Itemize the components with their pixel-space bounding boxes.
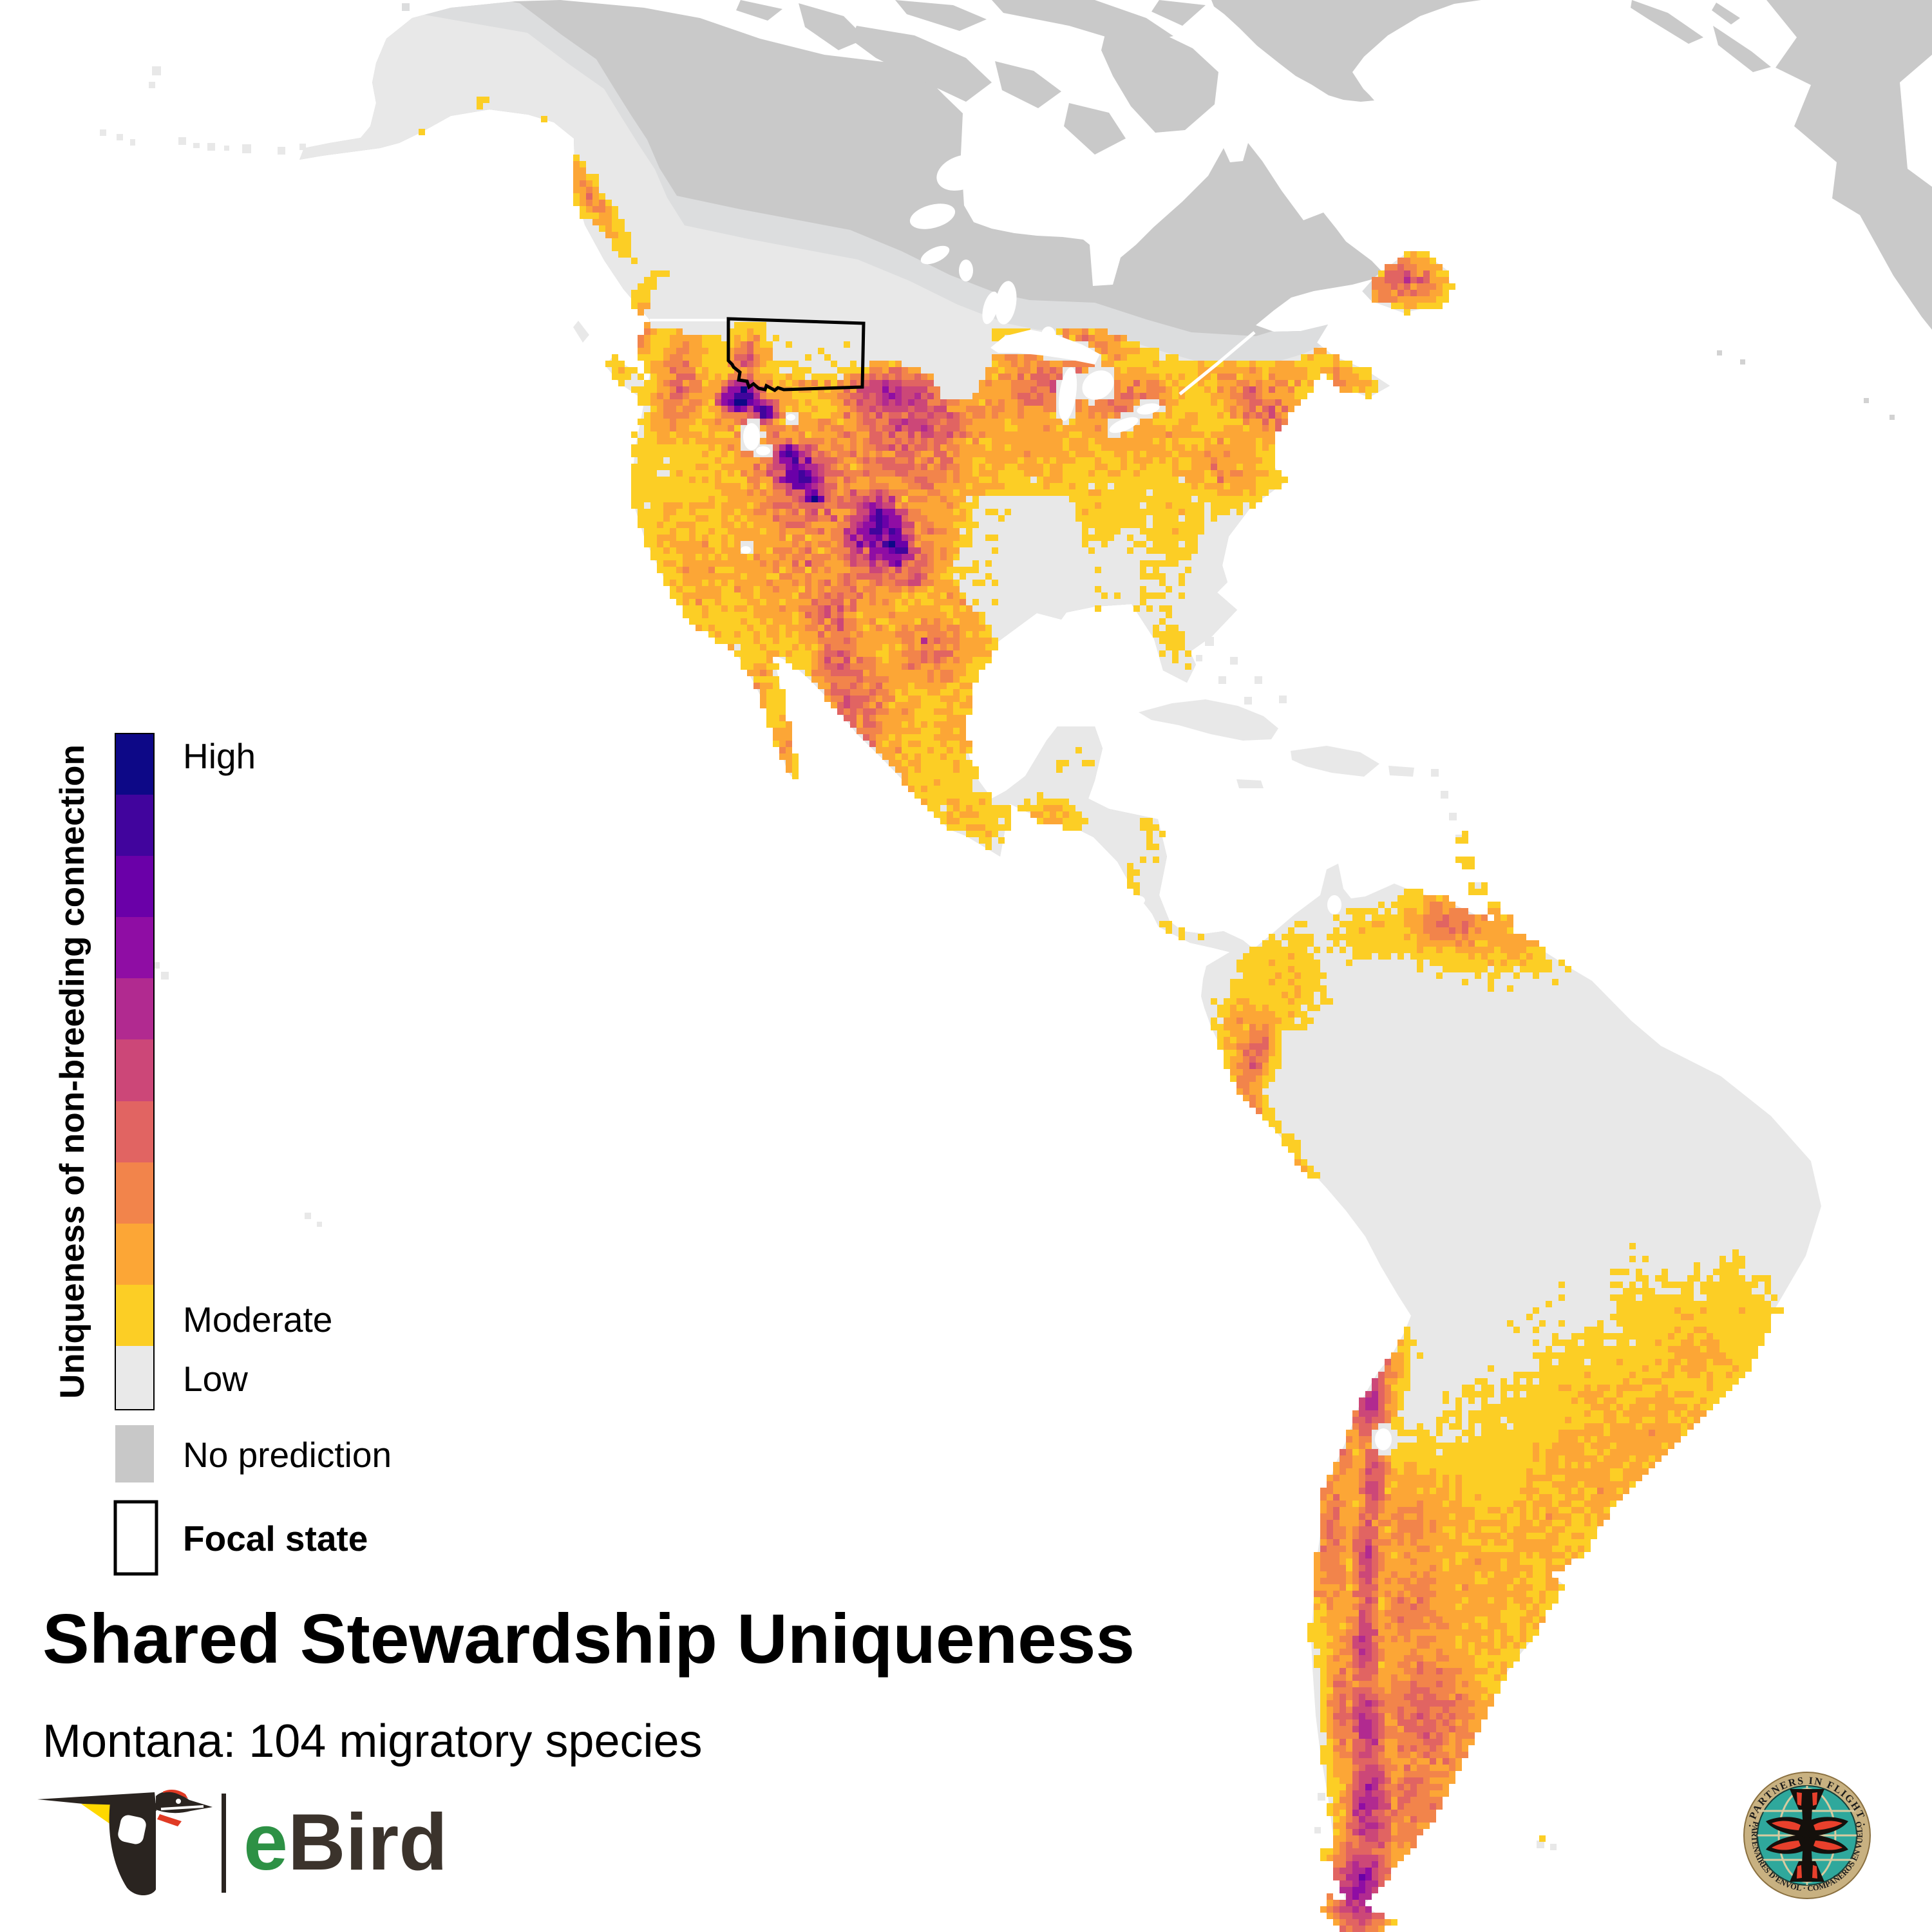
svg-text:Moderate: Moderate (183, 1300, 332, 1340)
svg-text:High: High (183, 736, 256, 776)
svg-text:Focal state: Focal state (183, 1519, 368, 1558)
svg-text:Shared Stewardship Uniqueness: Shared Stewardship Uniqueness (43, 1600, 1135, 1678)
svg-text:No prediction: No prediction (183, 1435, 392, 1475)
svg-text:Low: Low (183, 1359, 248, 1399)
svg-text:Uniqueness of non-breeding con: Uniqueness of non-breeding connection (53, 744, 91, 1399)
svg-text:eBird: eBird (243, 1798, 448, 1887)
svg-text:Montana: 104 migratory species: Montana: 104 migratory species (43, 1716, 703, 1767)
